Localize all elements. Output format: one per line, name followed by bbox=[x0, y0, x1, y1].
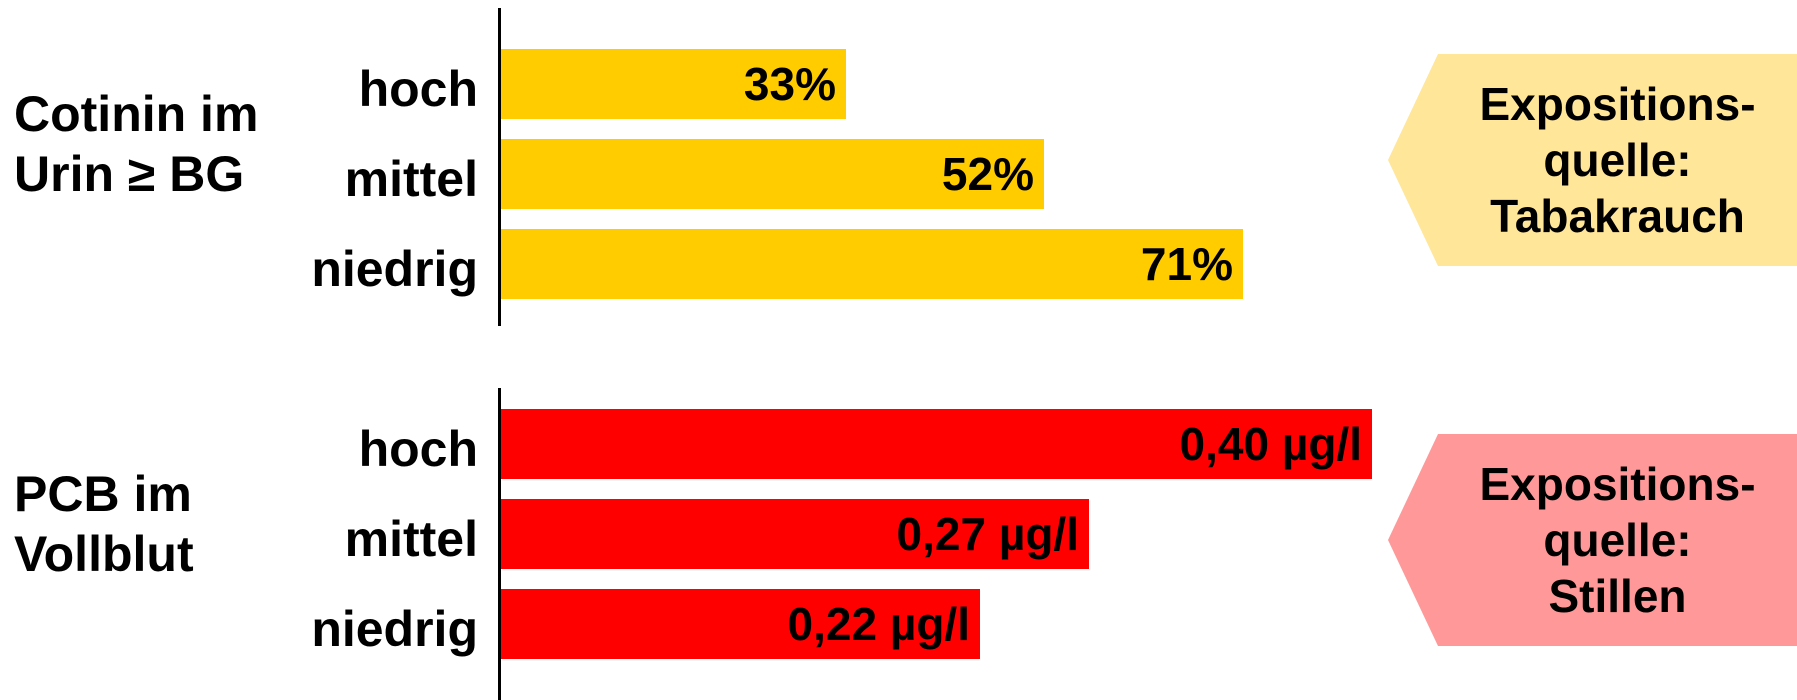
cotinin-exposure-callout: Expositions- quelle: Tabakrauch bbox=[1388, 54, 1797, 266]
pcb-bar-hoch: 0,40 µg/l bbox=[501, 409, 1372, 479]
pcb-callout-arrow-shape bbox=[1388, 434, 1797, 646]
cotinin-axis-line bbox=[498, 8, 501, 326]
cotinin-bar-niedrig: 71% bbox=[501, 229, 1243, 299]
pcb-group-label: PCB im Vollblut bbox=[14, 466, 194, 582]
cotinin-bar-mittel: 52% bbox=[501, 139, 1044, 209]
cotinin-bar-value-niedrig: 71% bbox=[1140, 238, 1233, 290]
pcb-category-niedrig: niedrig bbox=[311, 601, 478, 657]
cotinin-category-hoch: hoch bbox=[358, 61, 478, 117]
pcb-bar-value-mittel: 0,27 µg/l bbox=[896, 508, 1079, 560]
cotinin-category-mittel: mittel bbox=[344, 151, 478, 207]
pcb-exposure-callout: Expositions- quelle: Stillen bbox=[1388, 434, 1797, 646]
cotinin-bar-value-hoch: 33% bbox=[743, 58, 836, 110]
cotinin-bar-hoch: 33% bbox=[501, 49, 846, 119]
pcb-axis-line bbox=[498, 388, 501, 700]
pcb-category-mittel: mittel bbox=[344, 511, 478, 567]
pcb-bar-mittel: 0,27 µg/l bbox=[501, 499, 1089, 569]
cotinin-group-label: Cotinin im Urin ≥ BG bbox=[14, 86, 259, 202]
cotinin-callout-arrow-shape bbox=[1388, 54, 1797, 266]
pcb-bar-niedrig: 0,22 µg/l bbox=[501, 589, 980, 659]
pcb-category-hoch: hoch bbox=[358, 421, 478, 477]
cotinin-category-niedrig: niedrig bbox=[311, 241, 478, 297]
pcb-bar-value-niedrig: 0,22 µg/l bbox=[787, 598, 970, 650]
pcb-callout-text: Expositions- quelle: Stillen bbox=[1479, 458, 1756, 622]
cotinin-bar-value-mittel: 52% bbox=[941, 148, 1034, 200]
cotinin-callout-text: Expositions- quelle: Tabakrauch bbox=[1479, 78, 1756, 242]
pcb-bar-value-hoch: 0,40 µg/l bbox=[1179, 418, 1362, 470]
